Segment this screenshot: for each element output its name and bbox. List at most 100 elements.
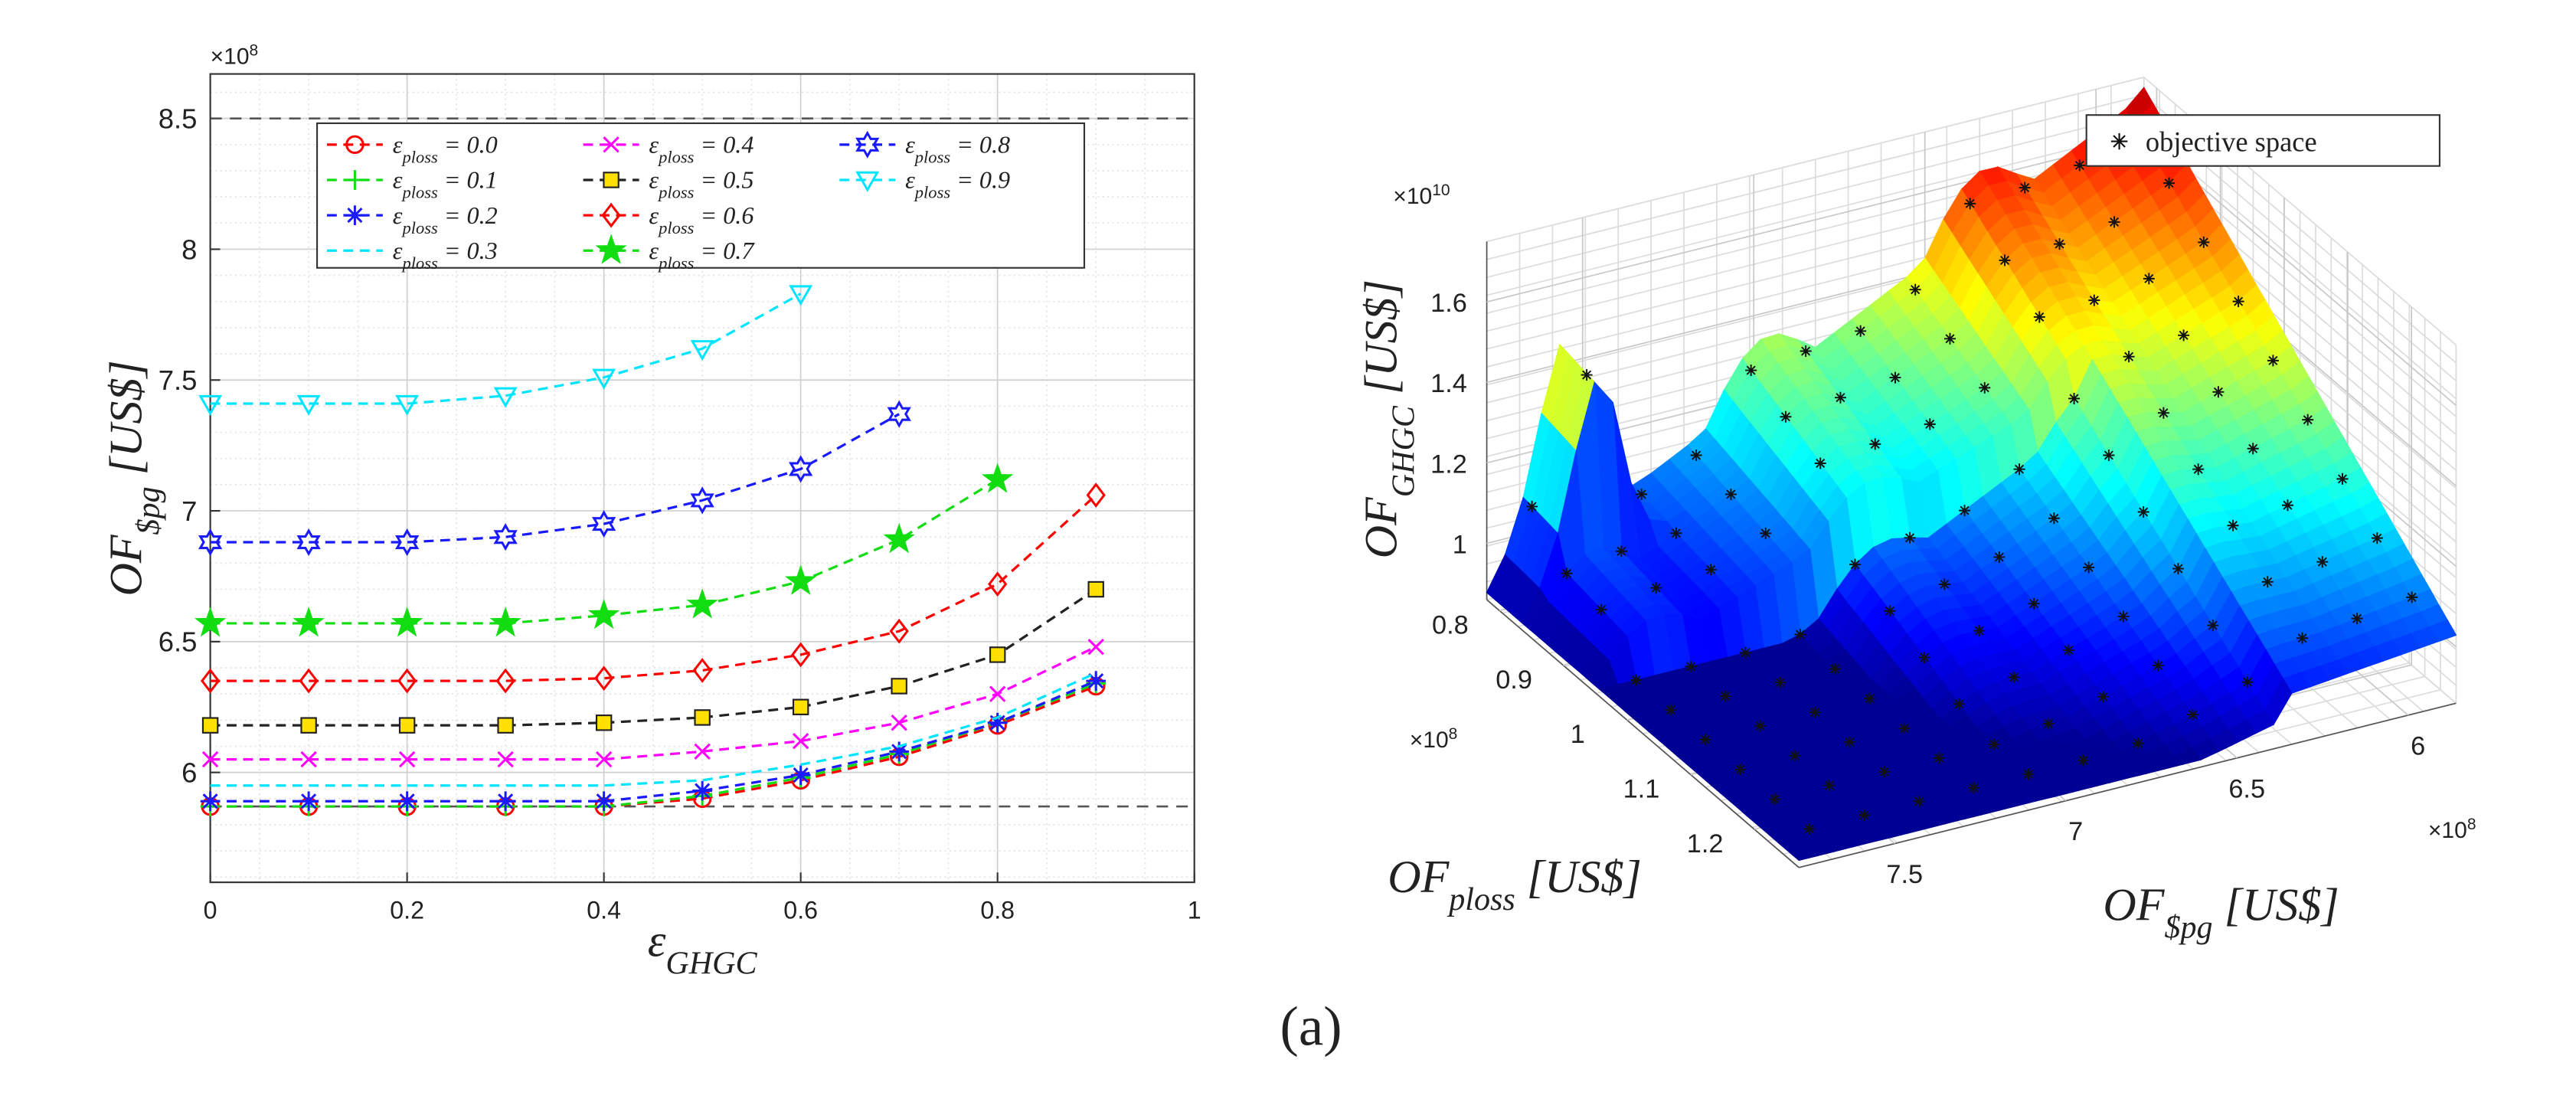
y-tick-label: 6.5 [159, 626, 198, 658]
marker [497, 717, 514, 734]
marker [792, 698, 809, 715]
objective-point [1690, 450, 1702, 462]
marker [686, 588, 718, 619]
marker [489, 607, 521, 637]
marker [601, 202, 621, 228]
objective-point [2198, 236, 2210, 248]
objective-point [1699, 734, 1711, 746]
marker [855, 130, 880, 159]
x-tick-label: 0 [204, 896, 217, 924]
objective-point [1943, 332, 1956, 345]
y-tick-label: 7.5 [1886, 860, 1923, 889]
x-tick-label: 0.8 [980, 896, 1015, 924]
marker [592, 510, 616, 538]
objective-point [2013, 463, 2025, 476]
objective-point [1595, 603, 1607, 616]
legend-label: εploss = 0.7 [649, 237, 755, 273]
objective-point [2351, 613, 2363, 625]
objective-point [1909, 283, 1921, 296]
objective-point [1849, 558, 1862, 571]
x-tick-label: 1.1 [1623, 775, 1660, 804]
objective-point [2103, 449, 2115, 461]
y-tick-label: 7 [2068, 817, 2083, 846]
objective-point [2172, 563, 2184, 575]
objective-point [2022, 768, 2035, 780]
marker [299, 668, 319, 694]
objective-point [2042, 718, 2055, 730]
objective-point [2019, 181, 2031, 194]
objective-point [1809, 706, 1821, 718]
marker [201, 750, 219, 768]
marker [883, 522, 915, 554]
marker [493, 523, 518, 551]
marker [889, 741, 910, 762]
objective-point [2207, 620, 2219, 632]
caption: (a) [1280, 996, 1342, 1058]
marker [989, 646, 1006, 663]
objective-point [1769, 793, 1781, 806]
marker [891, 715, 907, 731]
objective-point [2097, 691, 2110, 703]
marker [345, 205, 365, 225]
objective-point [1964, 198, 1976, 210]
marker [300, 750, 317, 768]
wall-grid [1486, 148, 2144, 314]
marker [789, 285, 813, 306]
objective-point [1889, 371, 1901, 384]
objective-point [1650, 582, 1662, 594]
x-tick-label: 1 [1571, 720, 1585, 749]
wall-grid [1486, 130, 2144, 296]
z-tick-label: 1.2 [1430, 450, 1467, 479]
z-tick-label: 1.6 [1430, 289, 1467, 318]
x-tick-label: 0.4 [587, 896, 621, 924]
marker [989, 685, 1006, 702]
objective-point [1953, 698, 1965, 710]
objective-point [2163, 177, 2176, 189]
legend-box [2085, 114, 2441, 167]
objective-point [1745, 365, 1757, 377]
objective-point [2187, 708, 2199, 721]
objective-point [2068, 392, 2081, 404]
objective-point [1869, 438, 1881, 450]
marker [293, 607, 325, 637]
z-tick-label: 1.4 [1430, 369, 1467, 398]
objective-point [2088, 294, 2100, 306]
wall-grid [1486, 94, 2144, 260]
objective-point [1780, 410, 1792, 423]
marker [398, 750, 416, 768]
legend-label: εploss = 0.4 [649, 131, 754, 167]
objective-point [2302, 414, 2314, 426]
x-tick-label: 0.9 [1496, 665, 1532, 695]
objective-point [2232, 296, 2244, 308]
objective-point [2108, 216, 2120, 228]
objective-point [1938, 578, 1950, 590]
objective-point [1670, 527, 1682, 539]
marker [198, 394, 223, 416]
objective-point [1933, 752, 1945, 764]
legend-label: εploss = 0.0 [393, 131, 498, 167]
series-line [210, 293, 802, 405]
objective-point [2212, 386, 2225, 398]
legend-label: objective space [2146, 126, 2317, 157]
objective-point [1999, 254, 2011, 267]
marker [595, 750, 613, 768]
objective-point [1959, 505, 1971, 517]
wall-grid [1486, 112, 2144, 279]
objective-point [2296, 632, 2309, 644]
marker [299, 791, 319, 812]
objective-point [2241, 676, 2254, 688]
marker [694, 743, 711, 760]
marker [988, 571, 1008, 597]
marker [198, 528, 223, 557]
objective-point [2048, 512, 2060, 525]
objective-point [1918, 652, 1930, 664]
y-axis-label: OF$pg [US$] [2103, 878, 2339, 945]
objective-point [2267, 355, 2279, 367]
objective-point [1823, 780, 1836, 792]
objective-point [1864, 692, 1876, 705]
objective-point [2077, 754, 2090, 767]
marker [889, 618, 909, 644]
marker [784, 564, 817, 595]
marker [792, 732, 809, 750]
objective-point [2371, 532, 2383, 544]
